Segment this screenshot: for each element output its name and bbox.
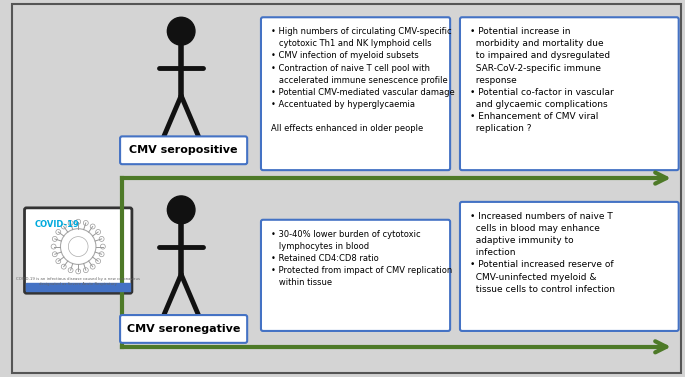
Text: COVID-19: COVID-19 xyxy=(34,220,79,229)
Text: • High numbers of circulating CMV-specific
   cytotoxic Th1 and NK lymphoid cell: • High numbers of circulating CMV-specif… xyxy=(271,27,455,133)
FancyBboxPatch shape xyxy=(460,17,679,170)
FancyBboxPatch shape xyxy=(25,208,132,293)
Text: • Potential increase in
  morbidity and mortality due
  to impaired and dysregul: • Potential increase in morbidity and mo… xyxy=(470,27,614,133)
Circle shape xyxy=(167,196,195,224)
Text: COVID-19 is an infectious disease caused by a new coronavirus
designated as Seve: COVID-19 is an infectious disease caused… xyxy=(16,277,140,286)
FancyBboxPatch shape xyxy=(261,220,450,331)
Text: CMV seropositive: CMV seropositive xyxy=(129,145,238,155)
FancyBboxPatch shape xyxy=(261,17,450,170)
Text: • 30-40% lower burden of cytotoxic
   lymphocytes in blood
• Retained CD4:CD8 ra: • 30-40% lower burden of cytotoxic lymph… xyxy=(271,230,452,287)
FancyBboxPatch shape xyxy=(120,315,247,343)
Text: CMV seronegative: CMV seronegative xyxy=(127,324,240,334)
Text: • Increased numbers of naive T
  cells in blood may enhance
  adaptive immunity : • Increased numbers of naive T cells in … xyxy=(470,212,615,294)
FancyBboxPatch shape xyxy=(120,136,247,164)
Circle shape xyxy=(167,17,195,45)
Bar xyxy=(27,283,130,291)
FancyBboxPatch shape xyxy=(460,202,679,331)
